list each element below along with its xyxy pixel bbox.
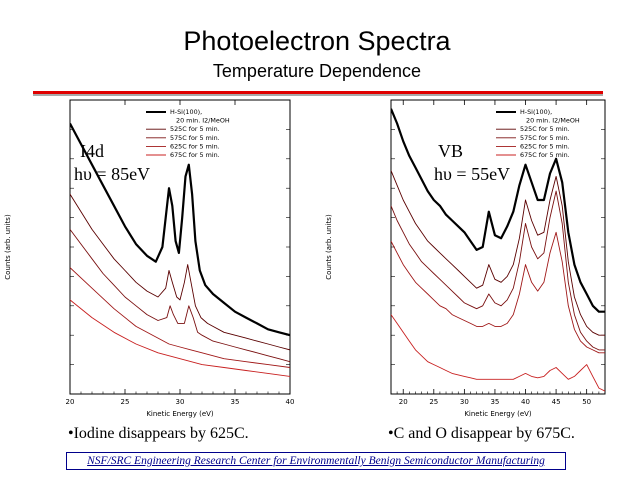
title-divider-shadow xyxy=(33,94,603,96)
i4d-series-line-3 xyxy=(70,267,290,368)
vb-xtick-label: 50 xyxy=(582,398,591,406)
vb-legend-entry: 20 min. I2/MeOH xyxy=(526,117,580,125)
vb-legend-entry: H-Si(100), xyxy=(520,108,552,116)
vb-label-line2: hυ = 55eV xyxy=(434,164,511,184)
i4d-series-line-4 xyxy=(70,299,290,377)
i4d-xaxis-label: Kinetic Energy (eV) xyxy=(146,410,214,418)
i4d-caption: •Iodine disappears by 625C. xyxy=(68,425,249,442)
slide-title: Photoelectron Spectra xyxy=(183,26,451,56)
i4d-series-line-0 xyxy=(70,122,290,337)
i4d-xtick-label: 20 xyxy=(66,398,75,406)
i4d-panel-label: I4d hυ = 85eV xyxy=(74,140,150,186)
i4d-label-line1: I4d xyxy=(80,141,104,161)
i4d-legend-entry: H-Si(100), xyxy=(170,108,202,116)
vb-spectrum-chart: 20 25 30 35 40 45 50 Kinetic Energy (eV) Counts … xyxy=(325,99,606,418)
i4d-yaxis-label: Counts (arb. units) xyxy=(4,214,12,280)
i4d-legend-entry: 525C for 5 min. xyxy=(170,125,220,133)
i4d-xtick-label: 35 xyxy=(231,398,240,406)
i4d-legend-entry: 575C for 5 min. xyxy=(170,134,220,142)
vb-yaxis-label: Counts (arb. units) xyxy=(325,214,333,280)
vb-xtick-label: 25 xyxy=(429,398,438,406)
vb-legend-entry: 625C for 5 min. xyxy=(520,142,570,150)
i4d-legend-entry: 675C for 5 min. xyxy=(170,151,220,159)
vb-caption: •C and O disappear by 675C. xyxy=(388,425,575,442)
i4d-label-line2: hυ = 85eV xyxy=(74,164,151,184)
i4d-legend-entry: 625C for 5 min. xyxy=(170,142,220,150)
i4d-series-line-1 xyxy=(70,193,290,351)
vb-xtick-label: 20 xyxy=(399,398,408,406)
vb-series-line-3 xyxy=(391,231,605,354)
vb-series-line-0 xyxy=(391,108,605,313)
vb-series-line-4 xyxy=(391,314,605,392)
vb-label-line1: VB xyxy=(438,141,464,161)
vb-xtick-label: 40 xyxy=(521,398,530,406)
vb-legend-entry: 575C for 5 min. xyxy=(520,134,570,142)
i4d-legend-entry: 20 min. I2/MeOH xyxy=(176,117,230,125)
footer-link[interactable]: NSF/SRC Engineering Research Center for … xyxy=(66,452,566,470)
vb-legend-entry: 525C for 5 min. xyxy=(520,125,570,133)
i4d-series-line-2 xyxy=(70,229,290,363)
vb-panel-label: VB hυ = 55eV xyxy=(434,140,510,186)
vb-series-line-2 xyxy=(391,190,605,351)
vb-xaxis-label: Kinetic Energy (eV) xyxy=(464,410,532,418)
vb-xtick-label: 35 xyxy=(490,398,499,406)
slide-subtitle: Temperature Dependence xyxy=(212,61,422,81)
i4d-spectrum-chart: 20 25 30 35 40 Kinetic Energy (eV) Counts (arb… xyxy=(4,99,295,418)
i4d-xtick-label: 30 xyxy=(176,398,185,406)
vb-xtick-label: 45 xyxy=(552,398,561,406)
i4d-xtick-label: 25 xyxy=(121,398,130,406)
i4d-xtick-label: 40 xyxy=(286,398,295,406)
vb-series-line-1 xyxy=(391,170,605,336)
vb-xtick-label: 30 xyxy=(460,398,469,406)
vb-legend-entry: 675C for 5 min. xyxy=(520,151,570,159)
title-divider xyxy=(33,91,603,94)
